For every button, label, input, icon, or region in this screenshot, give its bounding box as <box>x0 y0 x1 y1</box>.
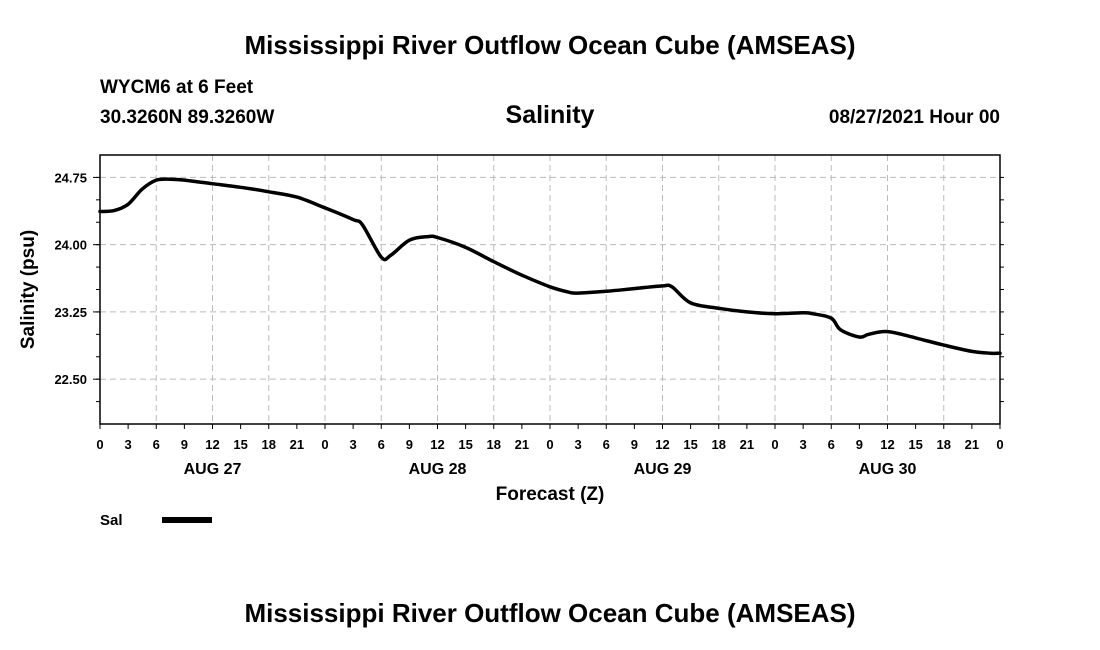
x-tick-label: 0 <box>96 437 103 452</box>
x-tick-label: 12 <box>880 437 894 452</box>
x-tick-label: 3 <box>575 437 582 452</box>
x-tick-label: 15 <box>233 437 247 452</box>
x-tick-label: 0 <box>546 437 553 452</box>
x-tick-label: 18 <box>262 437 276 452</box>
x-tick-label: 0 <box>771 437 778 452</box>
x-tick-label: 3 <box>800 437 807 452</box>
x-tick-label: 9 <box>181 437 188 452</box>
x-tick-label: 0 <box>996 437 1003 452</box>
x-tick-label: 6 <box>828 437 835 452</box>
x-axis-label: Forecast (Z) <box>496 484 605 505</box>
x-day-label: AUG 30 <box>859 461 917 478</box>
y-tick-label: 22.50 <box>54 372 87 387</box>
x-tick-label: 21 <box>515 437 529 452</box>
footer-title: Mississippi River Outflow Ocean Cube (AM… <box>244 598 856 628</box>
series-line-sal <box>98 177 1002 356</box>
y-tick-label: 23.25 <box>54 305 87 320</box>
x-tick-label: 15 <box>458 437 472 452</box>
x-tick-label: 21 <box>740 437 754 452</box>
forecast-datetime: 08/27/2021 Hour 00 <box>828 107 1000 128</box>
x-tick-label: 18 <box>712 437 726 452</box>
x-day-label: AUG 28 <box>409 461 467 478</box>
x-tick-label: 15 <box>908 437 922 452</box>
x-tick-label: 18 <box>487 437 501 452</box>
x-tick-label: 15 <box>683 437 697 452</box>
x-tick-label: 9 <box>856 437 863 452</box>
legend-label: Sal <box>100 512 123 529</box>
x-tick-label: 6 <box>378 437 385 452</box>
x-tick-label: 12 <box>205 437 219 452</box>
x-day-label: AUG 29 <box>634 461 692 478</box>
chart-title: Salinity <box>505 101 595 129</box>
y-tick-label: 24.00 <box>54 238 87 253</box>
main-title: Mississippi River Outflow Ocean Cube (AM… <box>244 30 856 60</box>
x-tick-label: 0 <box>321 437 328 452</box>
x-tick-label: 12 <box>655 437 669 452</box>
x-tick-label: 6 <box>153 437 160 452</box>
x-tick-label: 12 <box>430 437 444 452</box>
x-tick-label: 6 <box>603 437 610 452</box>
y-tick-label: 24.75 <box>54 170 87 185</box>
x-tick-label: 3 <box>125 437 132 452</box>
x-tick-label: 21 <box>965 437 979 452</box>
x-tick-label: 3 <box>350 437 357 452</box>
x-tick-label: 9 <box>406 437 413 452</box>
x-tick-label: 21 <box>290 437 304 452</box>
x-day-label: AUG 27 <box>184 461 242 478</box>
coordinates-label: 30.3260N 89.3260W <box>100 107 275 128</box>
x-tick-label: 9 <box>631 437 638 452</box>
x-tick-label: 18 <box>937 437 951 452</box>
station-label: WYCM6 at 6 Feet <box>100 77 254 98</box>
y-axis-label: Salinity (psu) <box>18 230 39 349</box>
